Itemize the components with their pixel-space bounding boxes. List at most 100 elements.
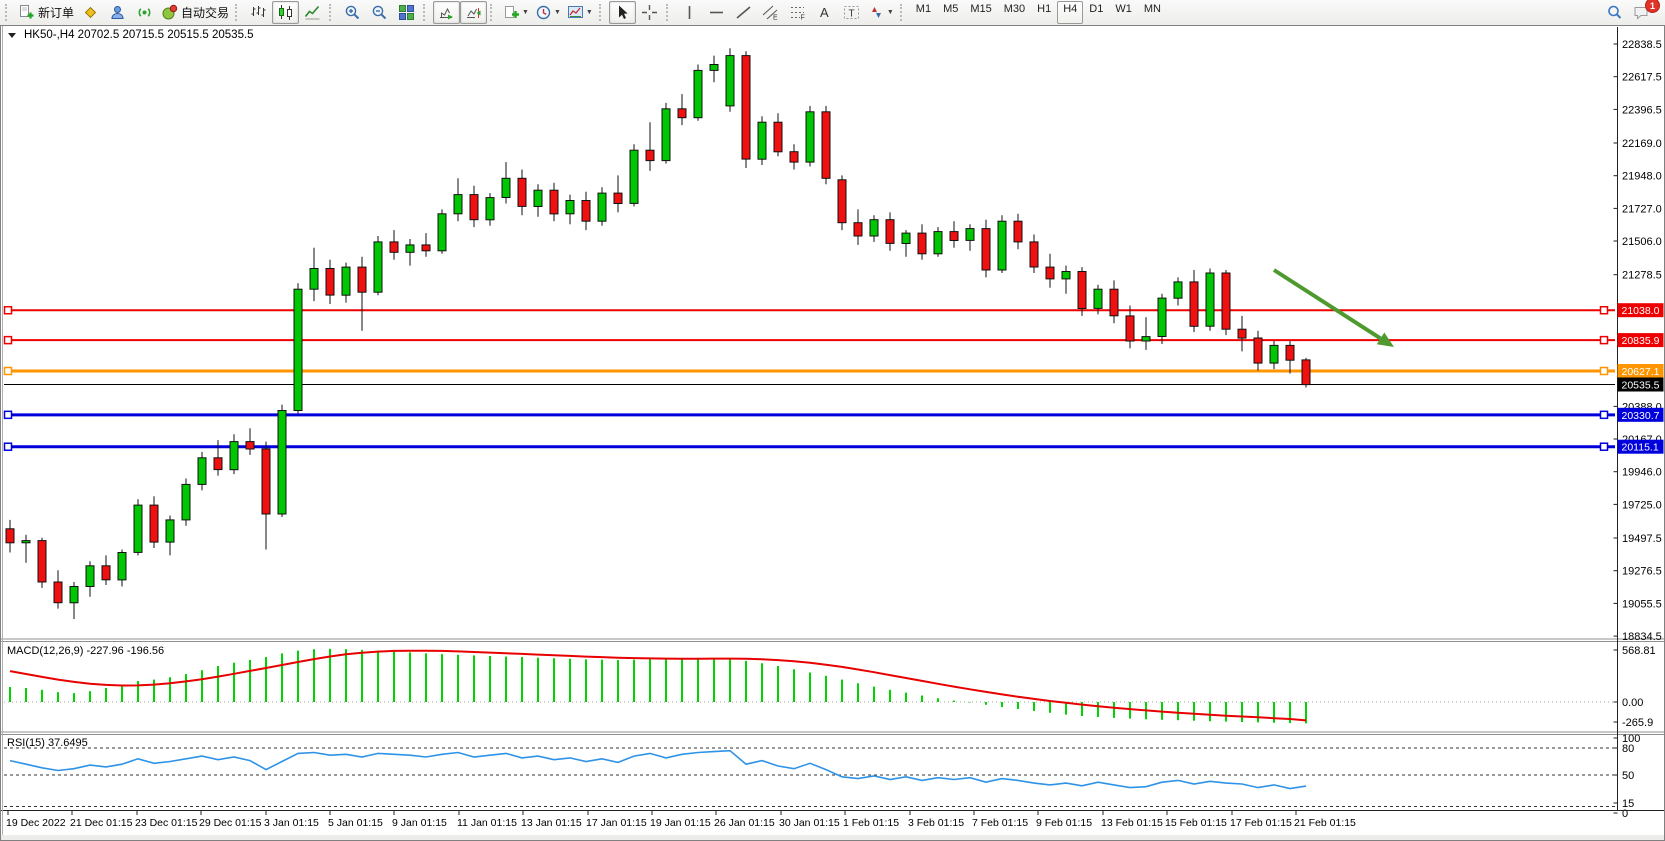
vertical-line-button[interactable] — [676, 1, 703, 24]
candle-body — [293, 288, 303, 412]
time-tick-label: 19 Dec 2022 — [6, 817, 66, 829]
price-tick-label: 21727.0 — [1622, 203, 1662, 215]
tf-mn-button[interactable]: MN — [1138, 1, 1167, 24]
search-button[interactable] — [1601, 1, 1628, 24]
candle-body — [965, 228, 975, 241]
candle-body — [37, 540, 47, 583]
auto-scroll-button[interactable] — [433, 1, 461, 24]
line-handle[interactable] — [3, 305, 13, 315]
fibonacci-button[interactable]: F — [784, 1, 811, 24]
price-line-badge — [1617, 303, 1664, 318]
tf-h1-button[interactable]: H1 — [1031, 1, 1057, 24]
chat-button[interactable]: 1 — [1628, 0, 1660, 24]
time-axis[interactable]: 19 Dec 2022 21 Dec 01:15 23 Dec 01:15 29 De… — [0, 810, 1665, 830]
new-order-icon — [20, 5, 34, 19]
candle-body — [565, 200, 575, 215]
line-handle[interactable] — [3, 366, 13, 376]
candle-body — [69, 586, 79, 604]
line-handle[interactable] — [3, 442, 13, 451]
macd-axis-label: -265.9 — [1622, 717, 1653, 729]
candle-body — [677, 108, 687, 119]
candle-body — [997, 220, 1007, 271]
candle-body — [629, 149, 639, 204]
fibo-icon: F — [790, 7, 805, 21]
tf-m15-button[interactable]: M15 — [964, 1, 997, 24]
tf-m1-button[interactable]: M1 — [910, 1, 937, 24]
candle-body — [1301, 359, 1311, 386]
tf-h4-button[interactable]: H4 — [1057, 1, 1084, 24]
chart-canvas[interactable]: HK50-,H4 20702.5 20715.5 20515.5 20535.5… — [0, 25, 1665, 841]
signals-button[interactable] — [131, 1, 158, 24]
auto-trading-button[interactable]: 自动交易 — [158, 1, 232, 24]
candle-body — [229, 441, 239, 471]
signal-icon — [138, 8, 151, 17]
rsi-axis-label: 80 — [1622, 743, 1634, 755]
candle-body — [1013, 220, 1023, 243]
autoscroll-icon — [440, 7, 454, 20]
profile-button[interactable] — [104, 1, 131, 24]
toolbar-group-grip — [665, 4, 673, 21]
time-tick-label: 21 Feb 01:15 — [1294, 817, 1356, 829]
candle-body — [1109, 288, 1119, 317]
collapse-icon[interactable] — [8, 33, 16, 38]
tf-d1-button[interactable]: D1 — [1083, 1, 1109, 24]
linechart-icon — [304, 5, 320, 20]
time-tick-label: 9 Jan 01:15 — [392, 817, 447, 829]
price-line-badge-label: 21038.0 — [1622, 305, 1660, 317]
line-handle[interactable] — [1599, 305, 1609, 315]
arrows-button[interactable]: ▼ — [865, 1, 897, 24]
line-handle[interactable] — [1599, 366, 1609, 376]
candle-body — [357, 266, 367, 293]
channel-button[interactable]: E — [757, 1, 784, 24]
candle-body — [261, 448, 271, 515]
line-handle[interactable] — [1599, 442, 1609, 451]
market-watch-button[interactable] — [77, 1, 104, 24]
tf-m30-button-label: M30 — [1003, 3, 1026, 15]
horizontal-line-button[interactable] — [703, 1, 730, 24]
zoom-out-button[interactable] — [366, 1, 393, 24]
new-order-button[interactable]: 新订单 — [15, 1, 77, 24]
text-button[interactable]: A — [811, 1, 838, 24]
period-button[interactable]: ▼ — [532, 1, 564, 24]
time-tick-label: 7 Feb 01:15 — [972, 817, 1028, 829]
person-icon — [111, 6, 124, 19]
price-tick-label: 22396.5 — [1622, 104, 1662, 116]
label-button[interactable]: T — [838, 1, 865, 24]
cursor-button[interactable] — [608, 1, 636, 24]
candle-body — [933, 231, 943, 255]
tf-h4-button-label: H4 — [1063, 3, 1078, 15]
line-handle[interactable] — [3, 410, 13, 420]
rsi-label: RSI(15) 37.6495 — [7, 737, 88, 749]
chart-shift-button[interactable] — [460, 1, 488, 24]
candles-icon — [279, 5, 293, 20]
tf-m1-button-label: M1 — [915, 3, 932, 15]
line-handle[interactable] — [1599, 410, 1609, 420]
tf-w1-button[interactable]: W1 — [1109, 1, 1138, 24]
template-button[interactable]: ▼ — [564, 1, 596, 24]
time-tick-label: 30 Jan 01:15 — [779, 817, 840, 829]
price-tick-label: 19946.0 — [1622, 467, 1662, 479]
price-axis[interactable]: 22838.5 22617.5 22396.5 22169.0 21948.0 21727… — [1613, 27, 1664, 820]
tf-w1-button-label: W1 — [1115, 3, 1132, 15]
line-handle[interactable] — [1599, 335, 1609, 345]
zoom-in-button[interactable] — [339, 1, 366, 24]
crosshair-button[interactable] — [636, 1, 663, 24]
tile-windows-button[interactable] — [393, 1, 420, 24]
candle-body — [21, 540, 31, 544]
bar-chart-button[interactable] — [245, 1, 272, 24]
toolbar-group-grip — [490, 4, 497, 21]
candle-body — [533, 189, 543, 207]
line-handle[interactable] — [3, 335, 13, 345]
candle-body — [165, 519, 175, 543]
line-chart-button[interactable] — [299, 1, 326, 24]
tf-h1-button-label: H1 — [1037, 3, 1052, 15]
add-indicator-button[interactable]: ▼ — [500, 1, 532, 24]
candlestick-chart-button[interactable] — [272, 1, 300, 24]
trend-arrow-annotation[interactable] — [1272, 268, 1394, 347]
tf-m5-button[interactable]: M5 — [937, 1, 964, 24]
dropdown-arrow-icon: ▼ — [553, 9, 561, 16]
candle-body — [757, 121, 767, 160]
trendline-button[interactable] — [730, 1, 757, 24]
tf-m30-button[interactable]: M30 — [998, 1, 1031, 24]
dropdown-arrow-icon: ▼ — [585, 9, 593, 16]
